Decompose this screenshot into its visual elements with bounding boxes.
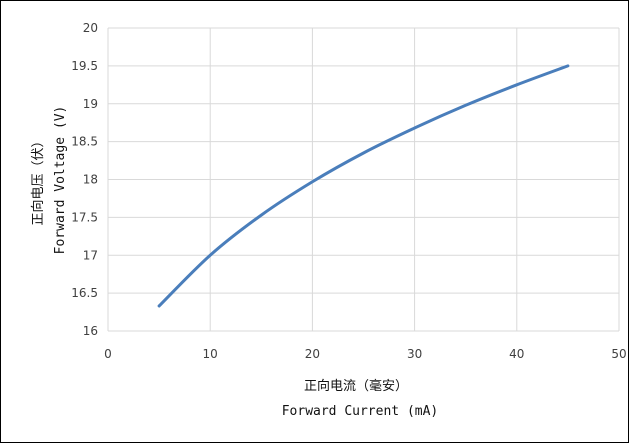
y-tick-label: 17 <box>83 248 98 262</box>
y-axis-title-english: Forward Voltage (V) <box>53 106 68 255</box>
x-tick-label: 30 <box>407 347 422 361</box>
x-tick-label: 10 <box>203 347 218 361</box>
y-tick-label: 16 <box>83 324 98 338</box>
y-tick-label: 19 <box>83 97 98 111</box>
y-tick-label: 16.5 <box>71 286 98 300</box>
y-tick-label: 17.5 <box>71 210 98 224</box>
y-tick-label: 18.5 <box>71 135 98 149</box>
y-tick-label: 20 <box>83 21 98 35</box>
series-line <box>157 64 570 308</box>
y-axis-title-chinese: 正向电压（伏） <box>30 134 46 225</box>
x-axis-title-english: Forward Current (mA) <box>282 404 439 419</box>
x-tick-label: 40 <box>509 347 524 361</box>
x-axis-title-chinese: 正向电流（毫安） <box>304 378 408 394</box>
x-tick-label: 0 <box>104 347 112 361</box>
y-tick-labels: 16 16.5 17 17.5 18 18.5 19 19.5 20 <box>71 21 98 338</box>
grid <box>107 27 620 332</box>
data-points <box>159 65 568 307</box>
y-tick-label: 18 <box>83 173 98 187</box>
y-tick-label: 19.5 <box>71 59 98 73</box>
x-tick-label: 50 <box>611 347 626 361</box>
x-tick-labels: 0 10 20 30 40 50 <box>104 347 626 361</box>
x-tick-label: 20 <box>305 347 320 361</box>
